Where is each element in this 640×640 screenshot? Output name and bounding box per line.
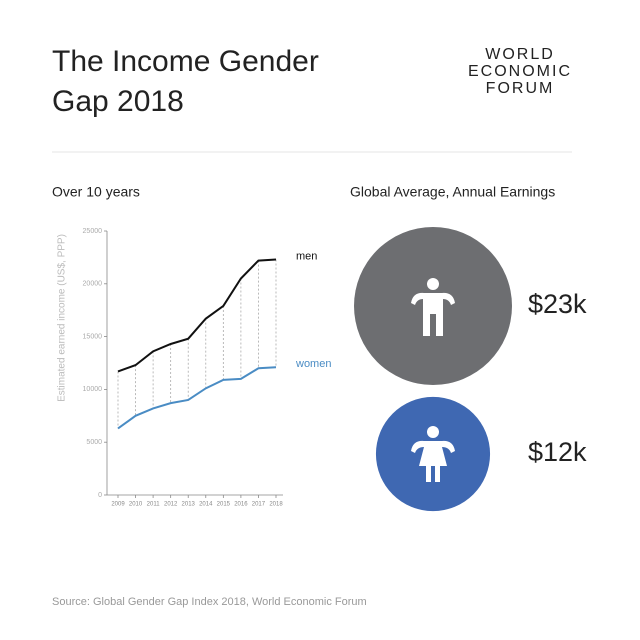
series-label: women xyxy=(295,358,331,370)
x-tick-label: 2013 xyxy=(182,502,196,508)
series-label: men xyxy=(296,250,317,262)
x-tick-label: 2017 xyxy=(252,502,266,508)
y-tick-label: 25000 xyxy=(83,228,103,235)
x-tick-label: 2015 xyxy=(217,502,231,508)
logo-text: FORUM xyxy=(486,80,555,97)
woman-icon xyxy=(411,426,455,482)
value-label: $12k xyxy=(528,437,587,467)
y-tick-label: 5000 xyxy=(86,439,102,446)
y-tick-label: 20000 xyxy=(83,281,103,288)
title: Gap 2018 xyxy=(52,85,184,118)
y-tick-label: 10000 xyxy=(83,386,103,393)
chart-title: Global Average, Annual Earnings xyxy=(350,184,555,200)
x-tick-label: 2011 xyxy=(147,502,161,508)
y-axis-label: Estimated earned income (US$, PPP) xyxy=(57,234,68,402)
source: Source: Global Gender Gap Index 2018, Wo… xyxy=(52,596,367,608)
icons xyxy=(411,278,455,482)
value-label: $23k xyxy=(528,289,587,319)
logo-text: ECONOMIC xyxy=(468,63,572,80)
series-line xyxy=(117,366,277,430)
x-tick-label: 2014 xyxy=(199,502,213,508)
x-tick-label: 2009 xyxy=(111,502,125,508)
chart-title: Over 10 years xyxy=(52,184,140,200)
y-tick-label: 0 xyxy=(98,492,102,499)
title: The Income Gender xyxy=(52,45,319,78)
y-tick-label: 15000 xyxy=(83,333,103,340)
x-tick-label: 2016 xyxy=(234,502,248,508)
x-tick-label: 2018 xyxy=(269,502,283,508)
logo-text: WORLD xyxy=(485,46,555,63)
x-tick-label: 2012 xyxy=(164,502,178,508)
series-line xyxy=(117,258,277,373)
x-tick-label: 2010 xyxy=(129,502,143,508)
man-icon xyxy=(411,278,455,336)
